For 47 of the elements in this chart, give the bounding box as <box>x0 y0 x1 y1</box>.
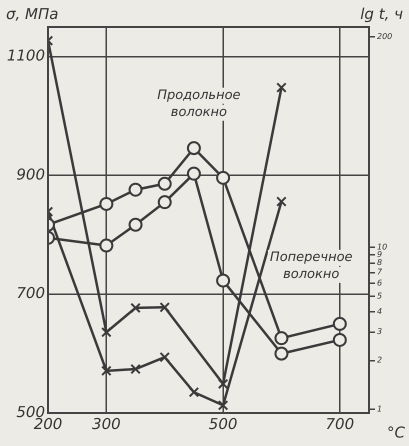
annotation: Поперечное волокно <box>270 250 353 282</box>
x-tick-label: 500 <box>208 414 238 433</box>
y2-tick-label: 8 <box>377 258 382 268</box>
point <box>186 141 201 156</box>
x-axis-title: °C <box>387 423 406 442</box>
point <box>276 196 287 207</box>
point <box>158 176 172 191</box>
y2-tick-label: 200 <box>377 32 392 41</box>
point <box>274 331 288 346</box>
y2-tick-label: 10 <box>377 242 388 252</box>
y2-tick-label: 9 <box>377 250 382 259</box>
point <box>130 302 141 314</box>
y-tick-label: 700 <box>16 284 45 302</box>
y2-tick-label: 1 <box>377 404 382 414</box>
point <box>128 218 143 232</box>
y2-tick-label: 2 <box>377 356 382 365</box>
point <box>188 386 200 398</box>
point <box>332 332 347 347</box>
point <box>332 316 347 331</box>
point <box>216 274 230 288</box>
point <box>99 238 114 253</box>
x-tick-label: 700 <box>326 414 354 433</box>
point <box>216 170 230 185</box>
point <box>158 195 172 210</box>
y-tick-label: 1100 <box>6 46 45 65</box>
point <box>186 166 201 181</box>
y2-tick-label: 6 <box>377 278 382 288</box>
y-tick-label: 900 <box>16 165 45 184</box>
y2-tick-label: 5 <box>377 291 382 300</box>
y2-axis-title: lg t, ч <box>360 5 404 23</box>
y2-tick-label: 4 <box>377 306 382 316</box>
point <box>101 366 112 376</box>
y-axis-title: σ, МПа <box>6 5 58 23</box>
point <box>274 346 288 361</box>
point <box>218 378 228 390</box>
annotation: Продольное волокно <box>157 88 241 120</box>
y2-tick-label: 7 <box>377 268 383 277</box>
y2-tick-label: 3 <box>377 327 382 336</box>
point <box>159 352 170 362</box>
point <box>276 82 287 93</box>
x-tick-label: 300 <box>92 414 121 433</box>
point <box>99 196 114 211</box>
point <box>218 400 228 411</box>
point <box>159 302 170 313</box>
point <box>130 364 141 374</box>
point <box>128 182 143 197</box>
point <box>101 326 112 338</box>
